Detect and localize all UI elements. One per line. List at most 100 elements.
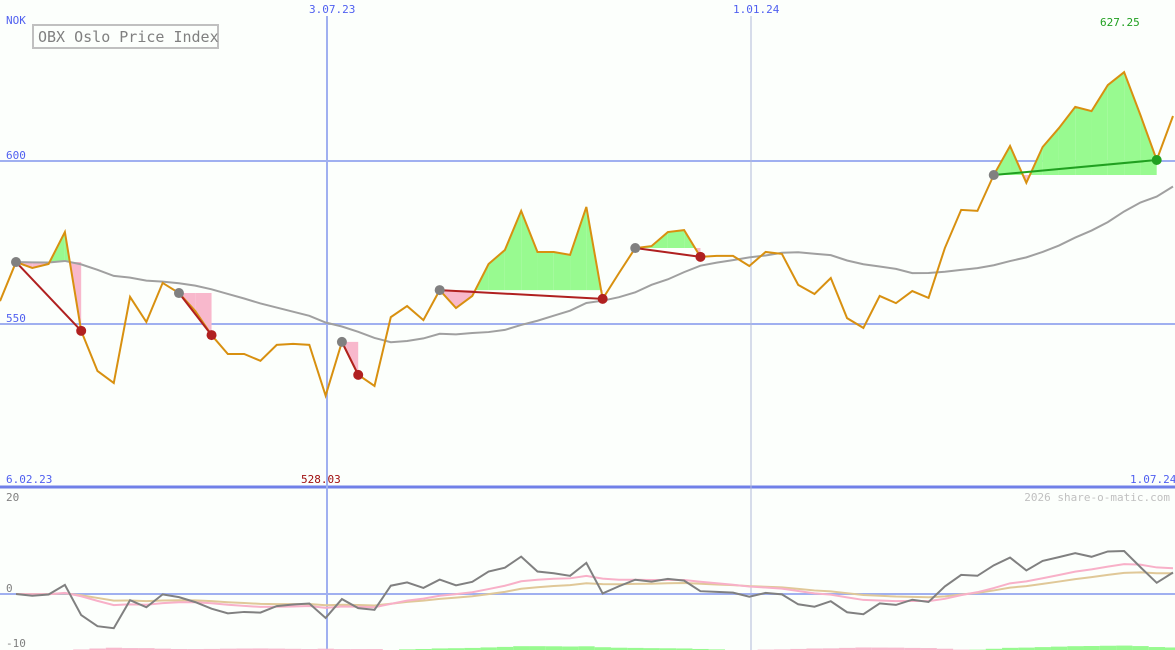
- histogram-bar: [790, 648, 807, 650]
- x-tick-feb23: 6.02.23: [6, 473, 52, 486]
- exit-marker-0: [76, 325, 87, 336]
- histogram-bar: [1034, 647, 1051, 650]
- exit-marker-4: [695, 251, 706, 262]
- histogram-bar: [203, 648, 220, 650]
- histogram-bar: [1148, 647, 1166, 650]
- osc-tick-minus10: -10: [6, 637, 26, 650]
- histogram-bar: [236, 648, 253, 650]
- trade-fills: [16, 72, 1157, 375]
- histogram-bar: [415, 648, 432, 650]
- histogram-bar: [1050, 646, 1068, 650]
- histogram-bar: [904, 647, 921, 650]
- trade-fill-3: [570, 206, 587, 291]
- histogram-bar: [89, 648, 106, 650]
- trade-fill-1: [195, 293, 212, 336]
- oscillator-line: [15, 550, 1174, 630]
- trade-fill-4: [667, 230, 685, 249]
- histogram-bar: [529, 646, 546, 650]
- histogram-bar: [122, 648, 139, 650]
- histogram-bar: [676, 648, 693, 650]
- oscillator-panel: [15, 550, 1175, 650]
- trade-fill-3: [537, 251, 554, 291]
- max-label: 627.25: [1100, 16, 1140, 29]
- trade-line-0: [15, 261, 82, 332]
- histogram-bar: [839, 647, 856, 650]
- histogram-bar: [920, 648, 937, 650]
- title-box: [32, 24, 219, 49]
- min-label: 528.03: [301, 473, 341, 486]
- histogram-bar: [447, 648, 465, 650]
- trade-fill-5: [1042, 128, 1059, 176]
- histogram-bar: [513, 646, 530, 650]
- histogram-bar: [1099, 645, 1117, 650]
- exit-marker-3: [597, 293, 608, 304]
- trade-markers: [11, 155, 1162, 380]
- trade-line-1: [178, 292, 213, 336]
- moving-average-line: [15, 185, 1174, 344]
- entry-marker-0: [11, 257, 21, 268]
- histogram-bar: [431, 648, 448, 650]
- trade-line-4: [635, 247, 701, 258]
- histogram-bar: [1067, 646, 1084, 650]
- trade-fill-5: [1075, 106, 1092, 176]
- chart-title: OBX Oslo Price Index: [38, 28, 219, 46]
- exit-marker-1: [206, 330, 217, 341]
- trade-fill-3: [504, 210, 522, 291]
- histogram-bar: [285, 648, 302, 650]
- histogram-bar: [610, 647, 628, 650]
- x-tick-jan24: 1.01.24: [733, 3, 780, 16]
- histogram-bar: [170, 648, 188, 650]
- histogram-bar: [1132, 646, 1149, 650]
- histogram-bar: [1083, 646, 1100, 650]
- histogram-bar: [855, 647, 872, 650]
- price-line: [0, 70, 1174, 399]
- histogram-bar: [268, 648, 286, 650]
- trade-fill-3: [455, 290, 473, 309]
- y-tick-600: 600: [6, 149, 26, 162]
- exit-marker-5: [1151, 155, 1162, 166]
- trade-fill-5: [1124, 72, 1141, 176]
- exit-marker-2: [353, 369, 364, 380]
- histogram-bar: [659, 648, 677, 650]
- histogram-bar: [480, 647, 497, 650]
- entry-marker-4: [630, 243, 641, 254]
- histogram-bar: [1018, 647, 1035, 650]
- histogram-bar: [887, 647, 905, 650]
- series-lines: [0, 70, 1174, 399]
- trade-fill-3: [521, 210, 538, 291]
- x-tick-jul23: 3.07.23: [309, 3, 355, 16]
- histogram-bar: [578, 646, 595, 650]
- histogram-bar: [496, 646, 514, 650]
- histogram-bar: [1116, 645, 1133, 650]
- histogram-bar: [692, 648, 709, 650]
- histogram-bar: [464, 647, 481, 650]
- histogram-bar: [105, 647, 123, 650]
- currency-label: NOK: [6, 14, 26, 27]
- histogram-bar: [1002, 647, 1019, 650]
- histogram-bar: [985, 648, 1003, 650]
- histogram-bar: [252, 648, 269, 650]
- histogram-bar: [936, 648, 954, 650]
- entry-marker-3: [434, 285, 445, 296]
- histogram-bar: [643, 648, 660, 650]
- histogram-bar: [627, 647, 644, 650]
- trade-line-3: [439, 289, 603, 300]
- histogram-bar: [594, 647, 611, 650]
- grid: [0, 16, 1175, 650]
- y-tick-550: 550: [6, 312, 26, 325]
- trade-fill-5: [1091, 85, 1108, 176]
- histogram-bar: [154, 648, 171, 650]
- trade-line-2: [341, 341, 360, 376]
- histogram-bar: [317, 648, 334, 650]
- trade-fill-5: [1107, 72, 1125, 176]
- histogram-bar: [562, 646, 579, 650]
- trade-fill-3: [553, 251, 571, 291]
- histogram-bar: [871, 647, 888, 650]
- entry-marker-5: [988, 170, 999, 181]
- entry-marker-1: [173, 288, 184, 299]
- entry-marker-2: [336, 336, 347, 347]
- osc-tick-20: 20: [6, 491, 19, 504]
- histogram-bar: [806, 648, 823, 650]
- histogram-bar: [138, 648, 155, 650]
